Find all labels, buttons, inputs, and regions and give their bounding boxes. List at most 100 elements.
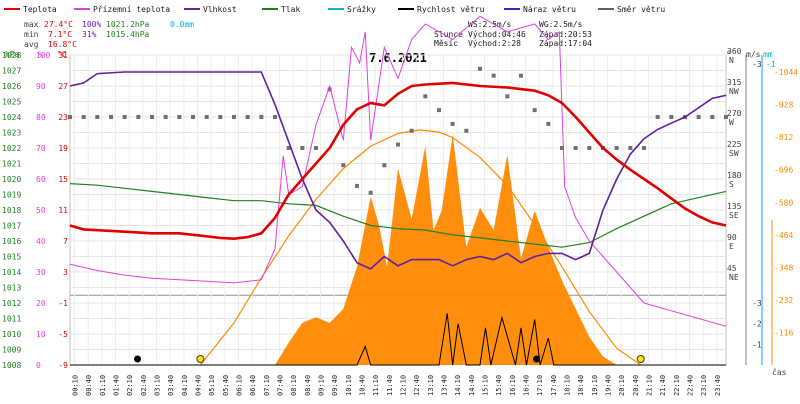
min-pres: 1015.4hPa	[106, 30, 150, 39]
wind-direction-point	[109, 115, 113, 119]
time-tick-label: 03:10	[154, 375, 162, 396]
ground-temp-line	[69, 15, 727, 327]
wind-direction-point	[218, 115, 223, 119]
hpa-tick-label: 1015	[2, 253, 21, 262]
wind-direction-point	[532, 108, 537, 113]
deg-axis-label: °	[726, 50, 731, 59]
time-tick-label: 08:10	[290, 375, 298, 396]
wind-direction-point	[368, 190, 373, 195]
min-label: min	[24, 30, 39, 39]
radiation-area	[70, 134, 726, 365]
sun-rise: Východ:04:46	[468, 30, 526, 39]
wind-direction-point	[355, 183, 359, 188]
pct-tick-label: 50	[36, 206, 46, 215]
time-tick-label: 08:40	[304, 375, 312, 396]
hpa-tick-label: 1025	[2, 98, 21, 107]
time-tick-label: 20:10	[618, 375, 626, 396]
humidity-line	[69, 71, 727, 270]
time-tick-label: 20:40	[632, 375, 640, 396]
time-tick-label: 23:10	[700, 375, 708, 396]
pct-tick-label: 30	[36, 268, 46, 277]
temp-tick-label: 23	[58, 113, 68, 122]
wind-direction-point	[546, 121, 551, 126]
wind-direction-point	[136, 115, 141, 119]
time-tick-label: 15:40	[495, 375, 503, 396]
series-layer	[68, 15, 728, 366]
dir-name-label: E	[729, 242, 734, 251]
hpa-tick-label: 1020	[2, 175, 21, 184]
dir-name-label: N	[729, 56, 734, 65]
dir-name-label: SW	[729, 149, 739, 158]
time-tick-label: 07:10	[263, 375, 271, 396]
ms-tick-label: -3	[752, 299, 762, 308]
info-block: WS:2.5m/s WG:2.5m/s Slunce Východ:04:46 …	[434, 20, 592, 48]
min-hum: 31%	[82, 30, 97, 39]
temp-tick-label: -1	[58, 299, 68, 308]
pct-tick-label: 60	[36, 175, 46, 184]
wind-direction-point	[642, 146, 646, 150]
time-tick-label: 11:40	[386, 375, 394, 396]
hpa-tick-label: 1011	[2, 315, 21, 324]
time-tick-label: 10:40	[359, 375, 367, 396]
dir-name-label: NE	[729, 273, 739, 282]
wind-speed-line	[70, 313, 726, 366]
wind-direction-point	[68, 115, 72, 119]
hpa-tick-label: 1009	[2, 346, 21, 355]
rad-tick-label: -116	[774, 328, 793, 337]
mm-axis-label: mm	[763, 50, 773, 59]
pct-tick-label: 10	[36, 330, 46, 339]
wind-direction-point	[177, 115, 182, 119]
legend-label: Vlhkost	[203, 5, 237, 14]
pressure-line	[69, 183, 727, 248]
wind-direction-point	[300, 146, 305, 150]
sunset-marker	[636, 355, 645, 363]
time-tick-label: 19:40	[605, 375, 613, 396]
wind-direction-point	[573, 146, 578, 150]
time-tick-label: 06:40	[249, 375, 257, 396]
max-rain: 0.0mm	[170, 20, 194, 29]
time-axis-label: čas	[772, 367, 787, 377]
time-tick-label: 12:40	[413, 375, 421, 396]
time-tick-label: 03:40	[167, 375, 175, 396]
rad-tick-label: -812	[774, 133, 793, 142]
hpa-tick-label: 1026	[2, 82, 21, 91]
temp-tick-label: -5	[58, 330, 68, 339]
wind-direction-point	[724, 115, 728, 119]
time-tick-label: 10:10	[345, 375, 353, 396]
theoretical-radiation-line	[199, 129, 642, 366]
wind-direction-point	[204, 115, 209, 119]
hpa-tick-label: 1014	[2, 268, 21, 277]
rad-tick-label: -928	[774, 101, 793, 110]
pct-tick-label: 80	[36, 113, 46, 122]
rad-tick-label: -464	[774, 231, 793, 240]
moon-set: Západ:17:04	[539, 39, 592, 48]
hpa-tick-label: 1013	[2, 284, 21, 293]
time-tick-label: 00:40	[85, 375, 93, 396]
legend-label: Teplota	[23, 5, 57, 14]
wind-direction-point	[382, 163, 387, 168]
moonrise-marker	[134, 355, 142, 363]
pct-tick-label: 90	[36, 82, 46, 91]
temp-tick-label: 11	[58, 206, 68, 215]
time-tick-label: 01:10	[99, 375, 107, 396]
wind-direction-point	[341, 163, 346, 168]
time-tick-label: 04:10	[181, 375, 189, 396]
wind-direction-point	[259, 115, 264, 119]
hpa-tick-label: 1023	[2, 129, 21, 138]
chart-title: 7.6.2021	[369, 51, 427, 65]
hpa-tick-label: 1024	[2, 113, 21, 122]
wind-direction-point	[163, 115, 168, 119]
rad-tick-label: -348	[774, 263, 793, 272]
time-tick-label: 21:40	[659, 375, 667, 396]
wind-direction-point	[273, 115, 277, 119]
stats-block: max 27.4°C 100% 1021.2hPa 0.0mm min 7.1°…	[24, 20, 194, 49]
dir-deg-label: 315	[727, 78, 742, 87]
wind-direction-point	[450, 121, 455, 126]
wind-direction-point	[232, 115, 236, 119]
time-tick-label: 19:10	[591, 375, 599, 396]
time-tick-label: 14:40	[468, 375, 476, 396]
legend-label: Srážky	[347, 5, 376, 14]
temp-tick-label: -9	[58, 361, 68, 370]
